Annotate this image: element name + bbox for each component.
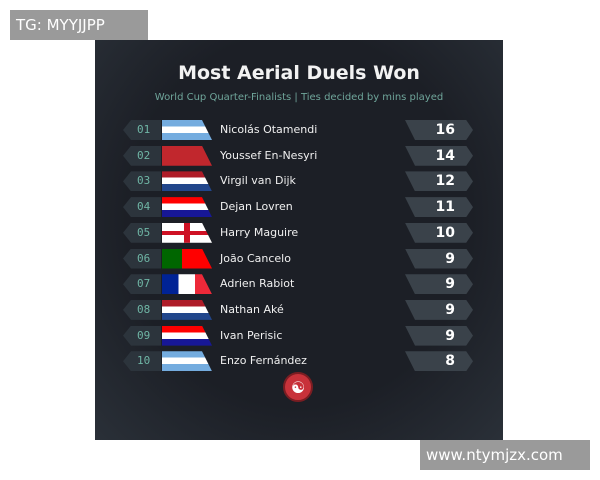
player-name: Enzo Fernández [220,354,307,368]
table-row: 05 Harry Maguire 10 [123,222,475,244]
watermark-top: TG: MYYJJPP [10,10,148,40]
player-name: Harry Maguire [220,225,299,239]
argentina-flag-icon [162,120,212,140]
page-title: Most Aerial Duels Won [178,62,420,84]
duels-value: 9 [405,248,473,269]
player-name: Ivan Perisic [220,328,283,342]
rank: 06 [123,248,161,269]
table-row: 01 Nicolás Otamendi 16 [123,120,475,141]
rank: 05 [123,222,161,243]
table-row: 06 João Cancelo 9 [123,248,475,270]
table-row: 07 Adrien Rabiot 9 [123,274,475,296]
argentina-flag-icon [162,351,212,372]
rank: 10 [123,351,161,372]
netherlands-flag-icon [162,299,212,320]
player-name: Adrien Rabiot [220,277,295,291]
table-row: 02 Youssef En-Nesyri 14 [123,145,475,167]
player-name: João Cancelo [220,251,291,265]
rank: 02 [123,145,161,166]
netherlands-flag-icon [162,171,212,192]
duels-value: 9 [405,325,473,346]
duels-value: 11 [405,197,473,218]
duels-value: 16 [405,120,473,140]
rank: 01 [123,120,161,140]
table-row: 04 Dejan Lovren 11 [123,197,475,219]
table-row: 10 Enzo Fernández 8 [123,351,475,373]
duels-value: 10 [405,222,473,243]
brand-logo-icon: ☯ [283,372,313,402]
duels-value: 9 [405,299,473,320]
rank: 03 [123,171,161,192]
player-name: Youssef En-Nesyri [220,148,318,162]
watermark-bottom: www.ntymjzx.com [420,440,590,470]
croatia-flag-icon [162,325,212,346]
rank: 08 [123,299,161,320]
duels-value: 14 [405,145,473,166]
player-name: Nathan Aké [220,302,284,316]
table-row: 09 Ivan Perisic 9 [123,325,475,347]
subtitle: World Cup Quarter-Finalists | Ties decid… [154,92,444,103]
england-flag-icon [162,222,212,243]
duels-value: 8 [405,351,473,372]
player-name: Dejan Lovren [220,200,293,214]
player-name: Nicolás Otamendi [220,123,318,136]
table-row: 08 Nathan Aké 9 [123,299,475,321]
morocco-flag-icon [162,145,212,166]
duels-value: 12 [405,171,473,192]
croatia-flag-icon [162,197,212,218]
rank: 09 [123,325,161,346]
portugal-flag-icon [162,248,212,269]
player-name: Virgil van Dijk [220,174,296,188]
duels-value: 9 [405,274,473,295]
rank: 07 [123,274,161,295]
rank: 04 [123,197,161,218]
table-row: 03 Virgil van Dijk 12 [123,171,475,193]
leaderboard-card: Most Aerial Duels Won World Cup Quarter-… [95,40,503,440]
france-flag-icon [162,274,212,295]
